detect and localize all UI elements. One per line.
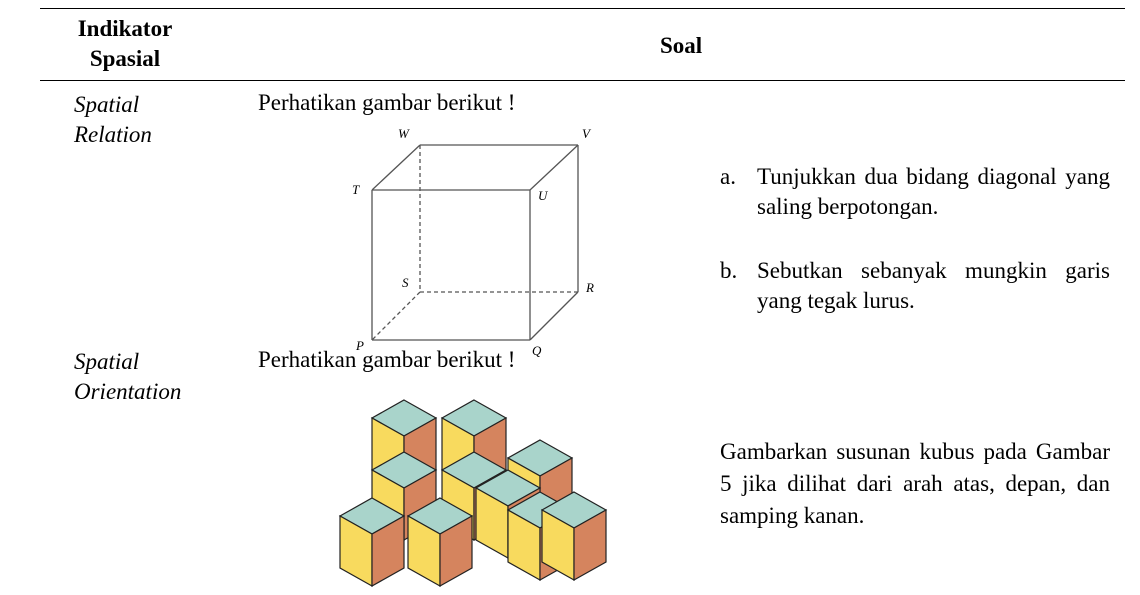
vertex-label: V bbox=[582, 126, 592, 141]
item-marker: a. bbox=[720, 164, 736, 189]
vertex-label: W bbox=[398, 126, 410, 141]
vertex-label: S bbox=[402, 275, 409, 290]
item-text: Sebutkan sebanyak mungkin garis yang teg… bbox=[757, 258, 1110, 313]
item-text: Tunjukkan dua bidang diagonal yang salin… bbox=[757, 164, 1110, 219]
vertex-label: Q bbox=[532, 343, 542, 358]
cube-face bbox=[439, 514, 473, 588]
vertex-label: P bbox=[355, 338, 364, 353]
vertex-label: U bbox=[538, 188, 549, 203]
vertex-label: R bbox=[585, 280, 594, 295]
cube-face bbox=[573, 508, 607, 582]
item-marker: b. bbox=[720, 258, 738, 283]
cube-stack bbox=[338, 399, 608, 588]
header-soal: Soal bbox=[660, 33, 703, 58]
header-rule bbox=[40, 80, 1125, 81]
indicator: Spatial Orientation bbox=[74, 349, 182, 404]
cube-face bbox=[371, 514, 405, 588]
cube-wireframe bbox=[371, 144, 579, 341]
question-text: Gambarkan susunan kubus pada Gambar 5 ji… bbox=[720, 439, 1110, 528]
prompt: Perhatikan gambar berikut ! bbox=[258, 90, 516, 115]
indicator: Spatial Relation bbox=[74, 92, 152, 147]
top-rule bbox=[40, 8, 1125, 9]
header-indicator: Indikator Spasial bbox=[77, 16, 173, 71]
prompt: Perhatikan gambar berikut ! bbox=[258, 347, 516, 372]
vertex-label: T bbox=[352, 182, 360, 197]
